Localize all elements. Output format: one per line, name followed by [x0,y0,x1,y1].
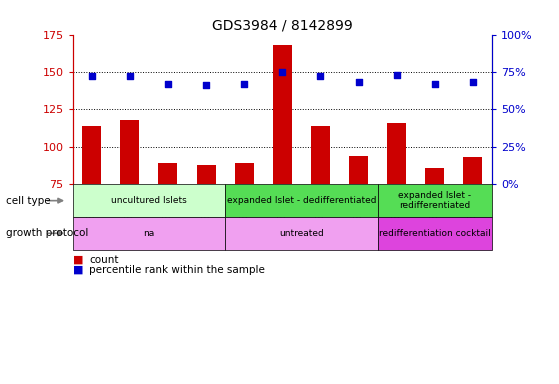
Bar [235,163,254,184]
Text: uncultured Islets: uncultured Islets [111,196,187,205]
Text: expanded Islet -
redifferentiated: expanded Islet - redifferentiated [398,191,471,210]
Text: count: count [89,255,119,265]
Point [316,73,325,79]
Text: na: na [143,229,154,238]
Bar [349,156,368,184]
Text: ■: ■ [73,265,83,275]
Bar [197,165,216,184]
Bar [311,126,330,184]
Text: growth protocol: growth protocol [6,228,88,238]
Point [278,69,287,75]
Bar [158,163,178,184]
Bar [82,126,101,184]
Point [430,81,439,87]
Point [240,81,249,87]
Point [87,73,96,79]
Point [392,72,401,78]
Bar [387,123,406,184]
Text: cell type: cell type [6,195,50,206]
Text: expanded Islet - dedifferentiated: expanded Islet - dedifferentiated [226,196,376,205]
Point [354,79,363,86]
Bar [273,45,292,184]
Bar [425,168,444,184]
Point [125,73,134,79]
Title: GDS3984 / 8142899: GDS3984 / 8142899 [212,18,353,32]
Text: untreated: untreated [279,229,324,238]
Point [202,83,211,89]
Text: percentile rank within the sample: percentile rank within the sample [89,265,266,275]
Point [163,81,172,87]
Bar [120,120,139,184]
Text: redifferentiation cocktail: redifferentiation cocktail [379,229,491,238]
Bar [463,157,482,184]
Text: ■: ■ [73,254,83,264]
Point [468,79,477,86]
